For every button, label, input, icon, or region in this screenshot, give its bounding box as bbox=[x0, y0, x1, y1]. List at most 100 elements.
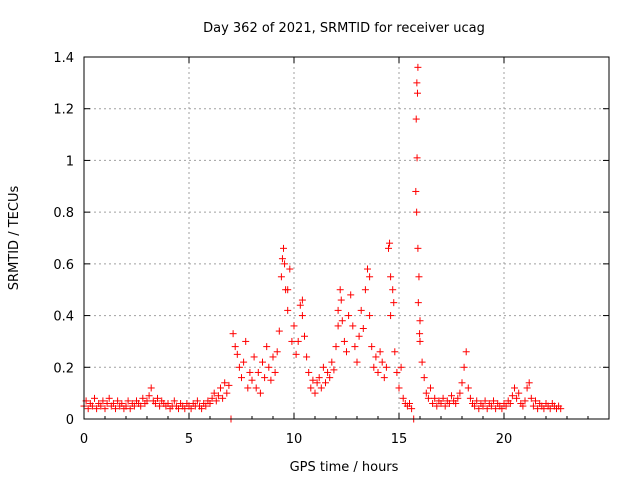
data-point bbox=[88, 402, 96, 410]
data-point bbox=[284, 286, 292, 294]
data-point bbox=[378, 358, 386, 366]
plot-frame bbox=[83, 56, 610, 420]
data-point bbox=[219, 394, 227, 402]
data-point bbox=[280, 244, 287, 252]
data-point bbox=[540, 405, 548, 413]
data-point bbox=[393, 368, 401, 376]
data-point bbox=[355, 332, 363, 340]
data-point bbox=[248, 376, 256, 384]
data-point bbox=[326, 374, 334, 382]
data-point bbox=[336, 286, 344, 294]
data-point bbox=[126, 405, 134, 413]
data-point bbox=[170, 397, 178, 405]
data-point bbox=[296, 301, 304, 309]
data-point bbox=[452, 399, 460, 407]
data-point bbox=[487, 402, 495, 410]
data-point bbox=[337, 296, 345, 304]
data-point bbox=[418, 358, 426, 366]
data-point bbox=[519, 402, 527, 410]
data-point bbox=[471, 402, 479, 410]
data-point bbox=[235, 363, 243, 371]
data-point bbox=[242, 337, 250, 345]
data-point bbox=[154, 394, 161, 402]
data-point bbox=[502, 402, 510, 410]
data-point bbox=[313, 379, 321, 387]
data-point bbox=[301, 332, 308, 340]
data-point bbox=[413, 154, 421, 162]
data-point bbox=[366, 312, 374, 320]
data-point bbox=[263, 343, 271, 351]
axes: 0 0.2 0.4 0.6 0.8 1 1.2 1.4 0 5 10 15 20 bbox=[53, 51, 609, 447]
data-point bbox=[210, 389, 218, 397]
y-tick-label: 1.2 bbox=[53, 103, 74, 118]
data-point bbox=[246, 368, 254, 376]
data-point bbox=[261, 374, 269, 382]
data-point bbox=[521, 397, 529, 405]
data-point bbox=[462, 348, 470, 356]
data-point bbox=[483, 405, 491, 413]
data-point bbox=[290, 322, 298, 330]
data-point bbox=[431, 394, 439, 402]
data-point bbox=[118, 399, 126, 407]
data-point bbox=[437, 399, 445, 407]
data-point bbox=[515, 389, 523, 397]
data-point bbox=[368, 343, 376, 351]
data-point bbox=[214, 392, 222, 400]
data-point bbox=[420, 374, 428, 382]
data-point bbox=[103, 399, 111, 407]
data-point bbox=[416, 337, 424, 345]
data-point bbox=[439, 394, 447, 402]
data-point bbox=[202, 402, 210, 410]
y-tick-label: 1 bbox=[66, 154, 74, 169]
data-point bbox=[389, 286, 397, 294]
data-point bbox=[433, 402, 441, 410]
data-point bbox=[415, 273, 423, 281]
data-point bbox=[414, 63, 422, 71]
data-point bbox=[99, 397, 107, 405]
data-point bbox=[275, 327, 283, 335]
data-point bbox=[458, 379, 466, 387]
data-point bbox=[328, 358, 336, 366]
data-point bbox=[473, 397, 481, 405]
data-point bbox=[122, 402, 130, 410]
y-axis-label: SRMTID / TECUs bbox=[7, 186, 22, 291]
x-tick-label: 5 bbox=[185, 432, 193, 447]
data-point bbox=[311, 389, 319, 397]
data-point bbox=[143, 397, 151, 405]
data-point bbox=[372, 353, 380, 361]
data-point bbox=[387, 273, 395, 281]
data-point bbox=[534, 405, 542, 413]
data-point bbox=[338, 317, 346, 325]
data-point bbox=[351, 343, 359, 351]
data-point bbox=[382, 363, 390, 371]
data-point bbox=[466, 394, 474, 402]
data-point bbox=[332, 343, 340, 351]
data-point bbox=[413, 79, 421, 87]
data-point bbox=[298, 296, 306, 304]
data-point bbox=[460, 363, 468, 371]
data-point bbox=[399, 394, 407, 402]
y-tick-label: 0.8 bbox=[53, 206, 74, 221]
data-point bbox=[523, 384, 531, 392]
data-point bbox=[130, 402, 138, 410]
data-point bbox=[181, 405, 189, 413]
data-point bbox=[387, 312, 395, 320]
data-point bbox=[345, 312, 353, 320]
data-point bbox=[294, 337, 302, 345]
data-point bbox=[244, 384, 252, 392]
data-point bbox=[292, 350, 300, 358]
x-axis-label: GPS time / hours bbox=[290, 460, 399, 475]
data-point bbox=[164, 399, 172, 407]
data-point bbox=[288, 337, 296, 345]
data-point bbox=[124, 397, 132, 405]
data-point bbox=[271, 368, 279, 376]
data-point bbox=[527, 394, 535, 402]
data-point bbox=[361, 286, 369, 294]
data-point bbox=[223, 389, 231, 397]
data-point bbox=[208, 394, 216, 402]
data-point bbox=[414, 299, 422, 307]
data-point bbox=[481, 397, 489, 405]
data-point bbox=[97, 402, 105, 410]
data-point bbox=[319, 363, 327, 371]
chart-title: Day 362 of 2021, SRMTID for receiver uca… bbox=[203, 21, 485, 36]
